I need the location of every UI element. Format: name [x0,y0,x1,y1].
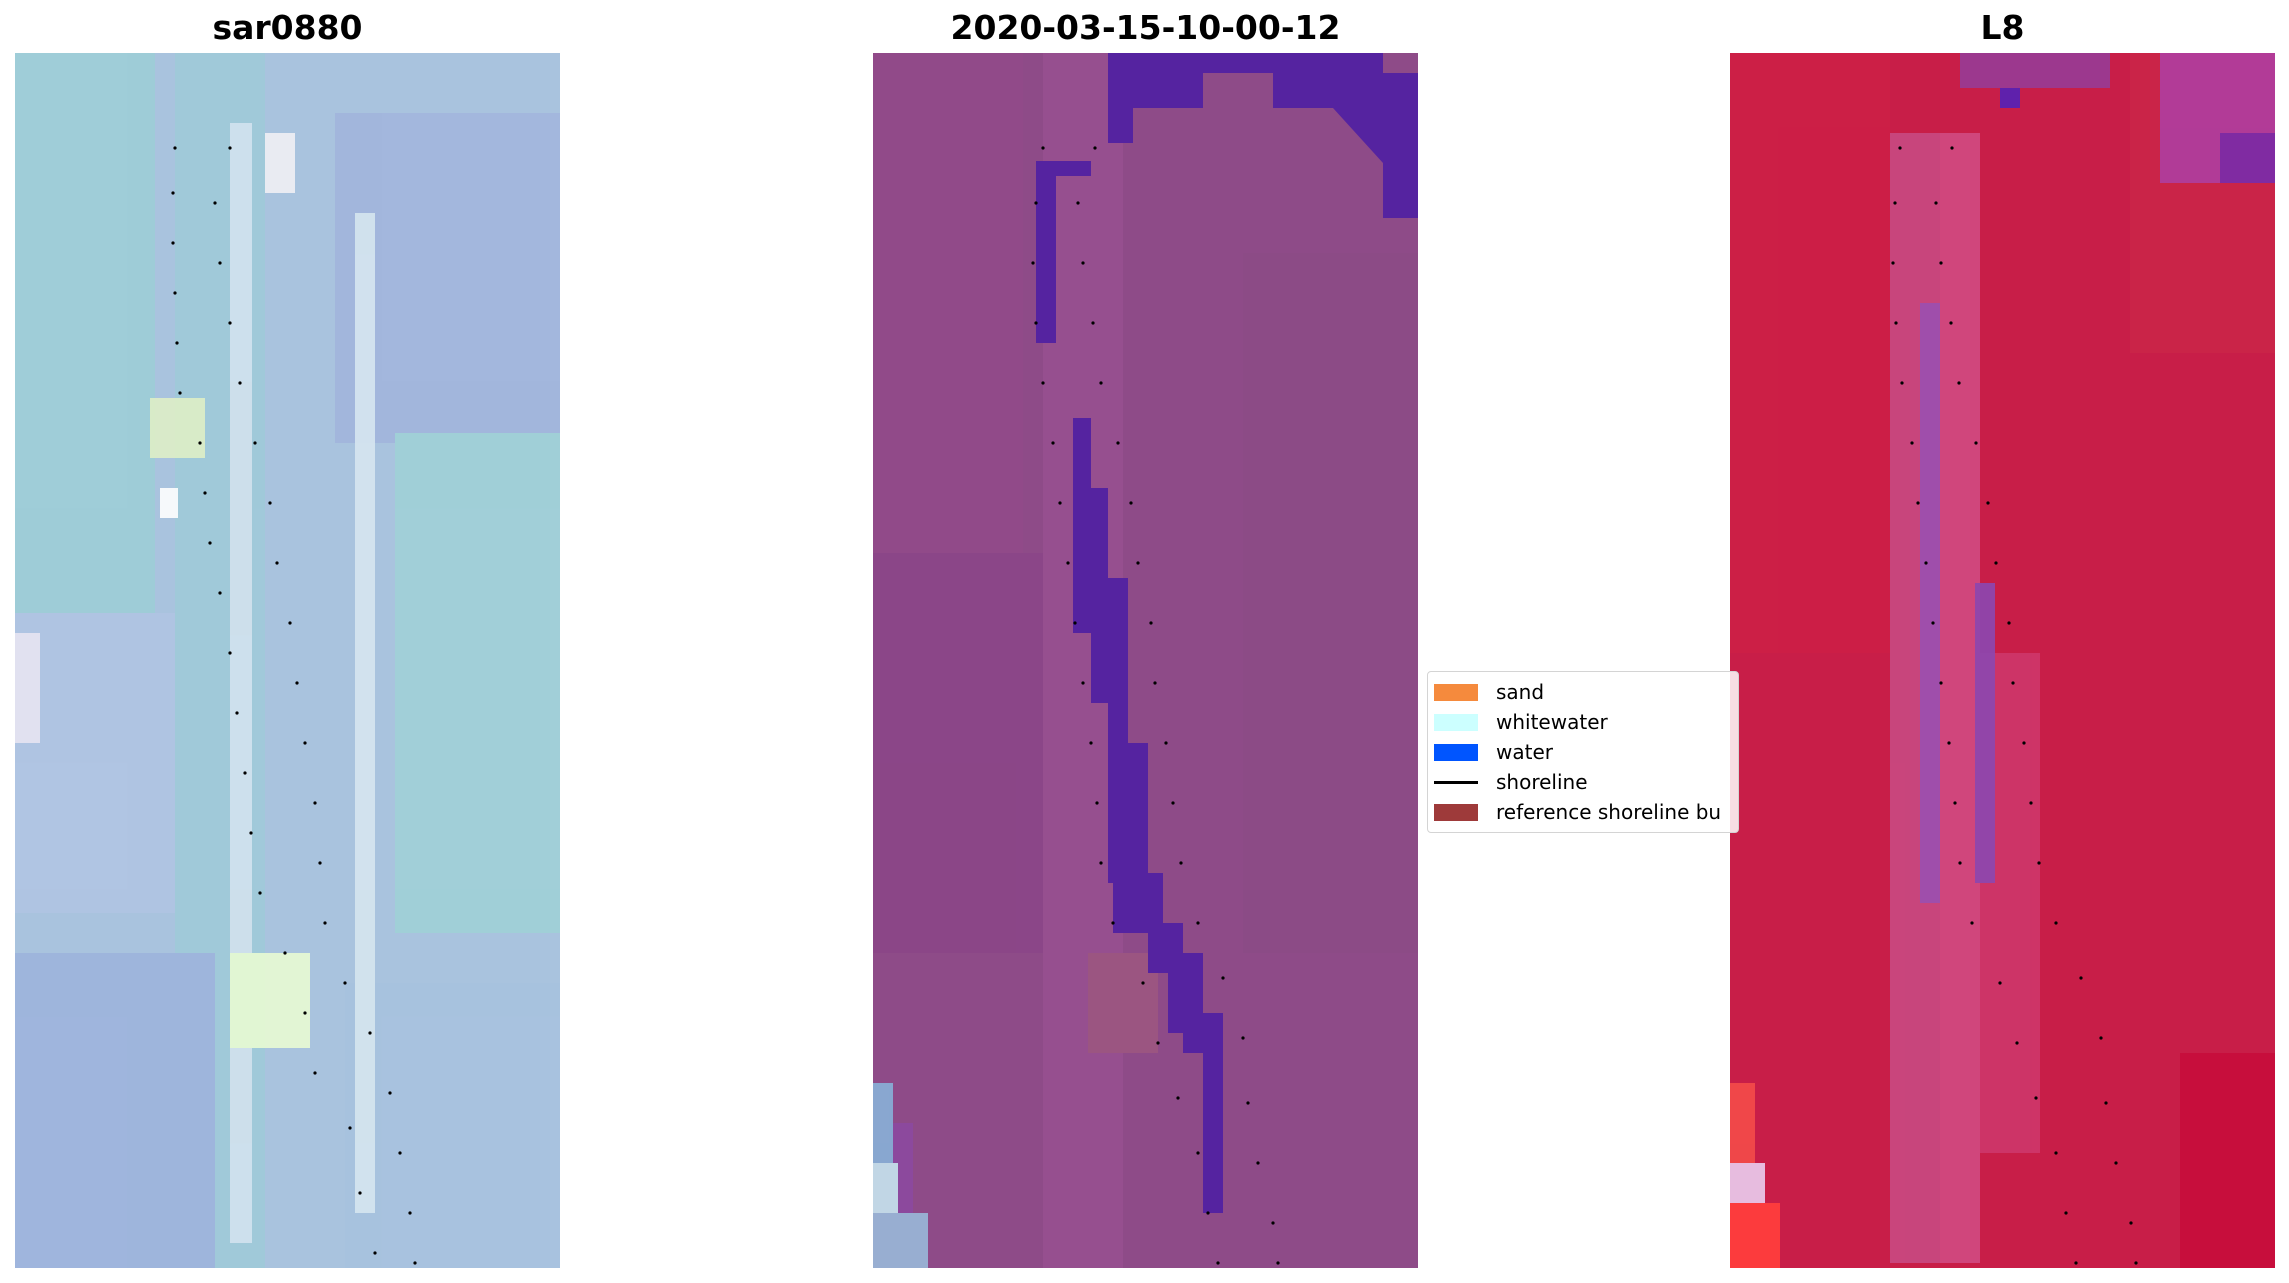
legend-label: whitewater [1496,710,1608,734]
legend-item-shoreline: shoreline [1434,768,1588,796]
legend-item-whitewater: whitewater [1434,708,1608,736]
reference-shoreline-swatch [1434,803,1478,821]
water-swatch [1434,743,1478,761]
classified-image [873,53,1418,1268]
sand-swatch [1434,683,1478,701]
legend-item-sand: sand [1434,678,1544,706]
legend-item-water: water [1434,738,1553,766]
panel-title: 2020-03-15-10-00-12 [950,8,1341,47]
satellite-image-rgb [15,53,560,1268]
landsat-image [1730,53,2275,1268]
legend-label: water [1496,740,1553,764]
legend-label: sand [1496,680,1545,704]
legend-label: reference shoreline bu [1496,800,1722,824]
panel-title: L8 [1980,8,2025,47]
legend: sand whitewater water shoreline referenc… [1427,671,1739,833]
legend-item-reference-shoreline: reference shoreline bu [1434,798,1721,826]
shoreline-line-swatch [1434,780,1478,784]
whitewater-swatch [1434,713,1478,731]
legend-label: shoreline [1496,770,1588,794]
panel-title: sar0880 [212,8,363,47]
